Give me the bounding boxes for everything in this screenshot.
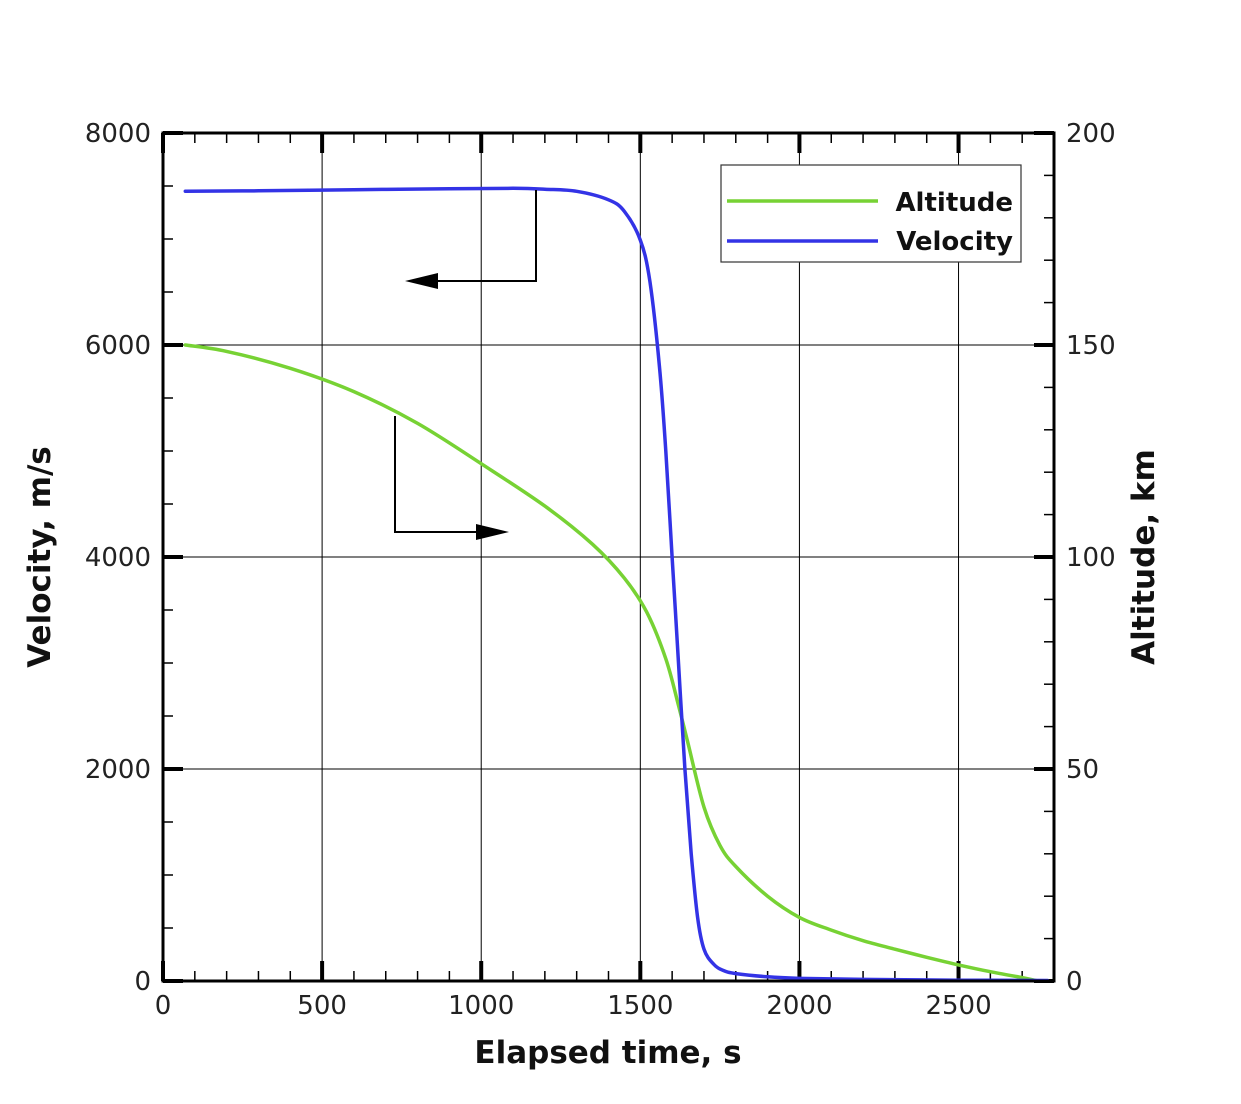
y2-tick-labels: 0 50 100 150 200 (1066, 119, 1116, 997)
x-tick-label: 500 (297, 991, 347, 1021)
x-tick-label: 2500 (925, 991, 991, 1021)
y-tick-label: 8000 (85, 119, 151, 149)
x-tick-label: 1500 (607, 991, 673, 1021)
series-line-velocity (183, 186, 1050, 981)
grid (163, 133, 1054, 981)
minor-ticks (163, 133, 1054, 981)
y-tick-labels: 0 2000 4000 6000 8000 (85, 119, 151, 997)
series-line-altitude (183, 343, 1040, 981)
y2-tick-label: 0 (1066, 967, 1083, 997)
legend-label-altitude: Altitude (895, 188, 1013, 218)
y2-tick-label: 100 (1066, 543, 1116, 573)
x-tick-labels: 0 500 1000 1500 2000 2500 (155, 991, 992, 1021)
x-tick-label: 1000 (448, 991, 514, 1021)
y2-axis-title: Altitude, km (1126, 449, 1162, 665)
altitude-axis-arrow-line (394, 416, 480, 533)
legend: Altitude Velocity (720, 164, 1022, 263)
legend-label-velocity: Velocity (896, 227, 1013, 257)
major-ticks (161, 131, 1054, 983)
annotations (394, 190, 537, 540)
x-tick-label: 2000 (766, 991, 832, 1021)
x-axis-title: Elapsed time, s (474, 1035, 741, 1071)
velocity-axis-arrow-head (405, 273, 438, 289)
series-layer (183, 186, 1050, 981)
velocity-axis-arrow-line (432, 190, 537, 282)
y2-tick-label: 200 (1066, 119, 1116, 149)
y-tick-label: 4000 (85, 543, 151, 573)
y-tick-label: 6000 (85, 331, 151, 361)
plot-frame (161, 131, 1056, 983)
y2-tick-label: 50 (1066, 755, 1099, 785)
y-axis-title: Velocity, m/s (22, 446, 58, 668)
y-tick-label: 2000 (85, 755, 151, 785)
y-tick-label: 0 (134, 967, 151, 997)
x-tick-label: 0 (155, 991, 172, 1021)
legend-box (720, 164, 1022, 263)
altitude-axis-arrow-head (476, 524, 509, 540)
y2-tick-label: 150 (1066, 331, 1116, 361)
